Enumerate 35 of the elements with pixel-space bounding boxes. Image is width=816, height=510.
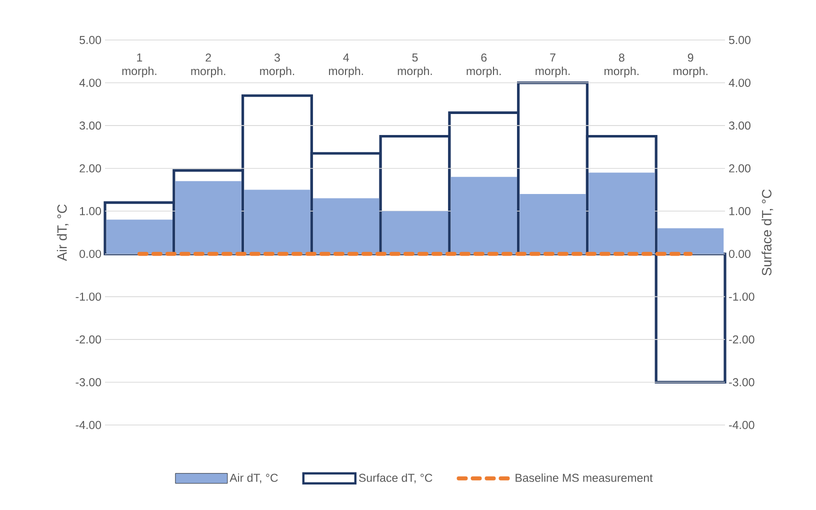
y2-tick-label: -1.00 <box>729 292 754 301</box>
y-tick-label: 1.00 <box>80 207 102 216</box>
legend-label: Baseline MS measurement <box>516 473 653 482</box>
y2-tick-label: 5.00 <box>728 36 750 44</box>
y-tick-label: 0.00 <box>80 250 102 258</box>
y2-tick-label: 0.00 <box>728 250 750 258</box>
bar <box>657 228 724 254</box>
legend-label: Surface dT, °C <box>358 473 432 484</box>
x-tick-label: 4 morph. <box>328 54 363 78</box>
x-tick-label: 5 morph. <box>398 54 432 78</box>
y2-tick-label: 1.00 <box>729 207 750 216</box>
x-tick-label: 3 morph. <box>260 54 294 78</box>
x-tick-label: 1 morph. <box>122 54 156 78</box>
x-tick-label: 9 morph. <box>673 54 708 78</box>
y2-tick-label: -3.00 <box>729 378 754 386</box>
y-tick-label: 2.00 <box>80 164 102 172</box>
y-tick-label: -4.00 <box>76 420 102 430</box>
y-tick-label: 4.00 <box>79 78 102 87</box>
x-tick-label: 2 morph. <box>191 54 226 78</box>
y2-axis-title: Surface dT, °C <box>762 189 774 276</box>
y2-tick-label: 3.00 <box>728 121 750 130</box>
y2-tick-label: 2.00 <box>729 164 750 172</box>
y-tick-label: -3.00 <box>76 378 102 386</box>
x-tick-label: 8 morph. <box>604 54 639 78</box>
y-tick-label: 3.00 <box>80 121 102 130</box>
y2-tick-label: -4.00 <box>729 420 754 430</box>
y2-tick-label: -2.00 <box>729 335 754 344</box>
x-tick-label: 6 morph. <box>466 54 501 78</box>
y-axis-title: Air dT, °C <box>56 204 68 262</box>
y-tick-label: -1.00 <box>76 292 102 301</box>
x-tick-label: 7 morph. <box>536 54 570 78</box>
legend-label: Air dT, °C <box>230 473 278 484</box>
y-tick-label: 5.00 <box>80 36 102 44</box>
y2-tick-label: 4.00 <box>728 78 750 87</box>
y-tick-label: -2.00 <box>76 335 102 344</box>
